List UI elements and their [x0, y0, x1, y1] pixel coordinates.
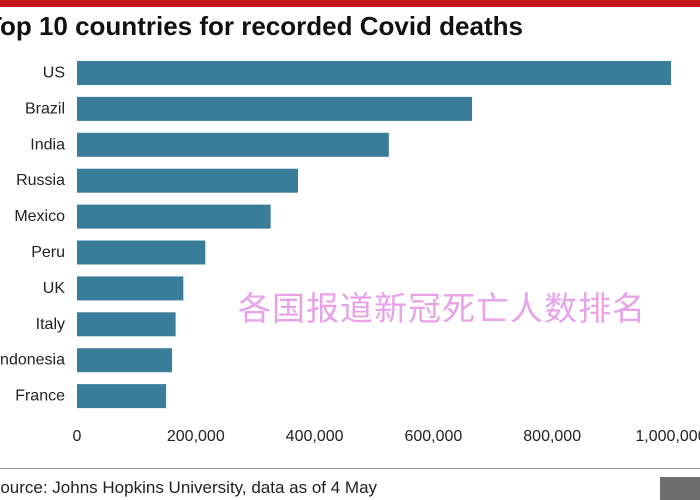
category-label-mexico: Mexico — [14, 208, 65, 225]
category-label-brazil: Brazil — [25, 100, 65, 117]
category-label-india: India — [30, 136, 65, 153]
category-label-peru: Peru — [31, 244, 65, 261]
category-label-france: France — [15, 388, 65, 405]
x-tick-label: 600,000 — [404, 428, 462, 445]
bar-us — [77, 61, 671, 85]
bar-india — [77, 132, 389, 157]
category-label-indonesia: Indonesia — [0, 352, 65, 369]
overlay-caption: 各国报道新冠死亡人数排名 — [238, 289, 646, 328]
bar-russia — [77, 168, 298, 193]
bar-chart: US Brazil India Russia Mexico Peru UK Italy Indo… — [0, 61, 700, 445]
bar-peru — [77, 240, 206, 265]
source-note: Source: Johns Hopkins University, data a… — [0, 478, 378, 497]
x-tick-label: 0 — [73, 428, 82, 445]
category-label-russia: Russia — [16, 172, 65, 189]
x-tick-label: 200,000 — [167, 428, 225, 445]
category-label-italy: Italy — [36, 316, 65, 333]
bar-italy — [77, 312, 176, 337]
top-accent-bar — [0, 0, 700, 7]
x-tick-label: 400,000 — [286, 428, 344, 445]
category-label-uk: UK — [43, 280, 66, 297]
x-tick-label: 1,000,000 — [635, 428, 700, 445]
bar-uk — [77, 276, 184, 301]
source-divider — [0, 468, 700, 469]
chart-title: Top 10 countries for recorded Covid deat… — [0, 11, 523, 41]
bar-mexico — [77, 204, 271, 229]
corner-widget — [660, 477, 700, 500]
bar-indonesia — [77, 348, 173, 373]
bar-brazil — [77, 96, 473, 121]
bar-france — [77, 384, 167, 409]
x-tick-label: 800,000 — [523, 428, 581, 445]
category-label-us: US — [43, 65, 65, 82]
